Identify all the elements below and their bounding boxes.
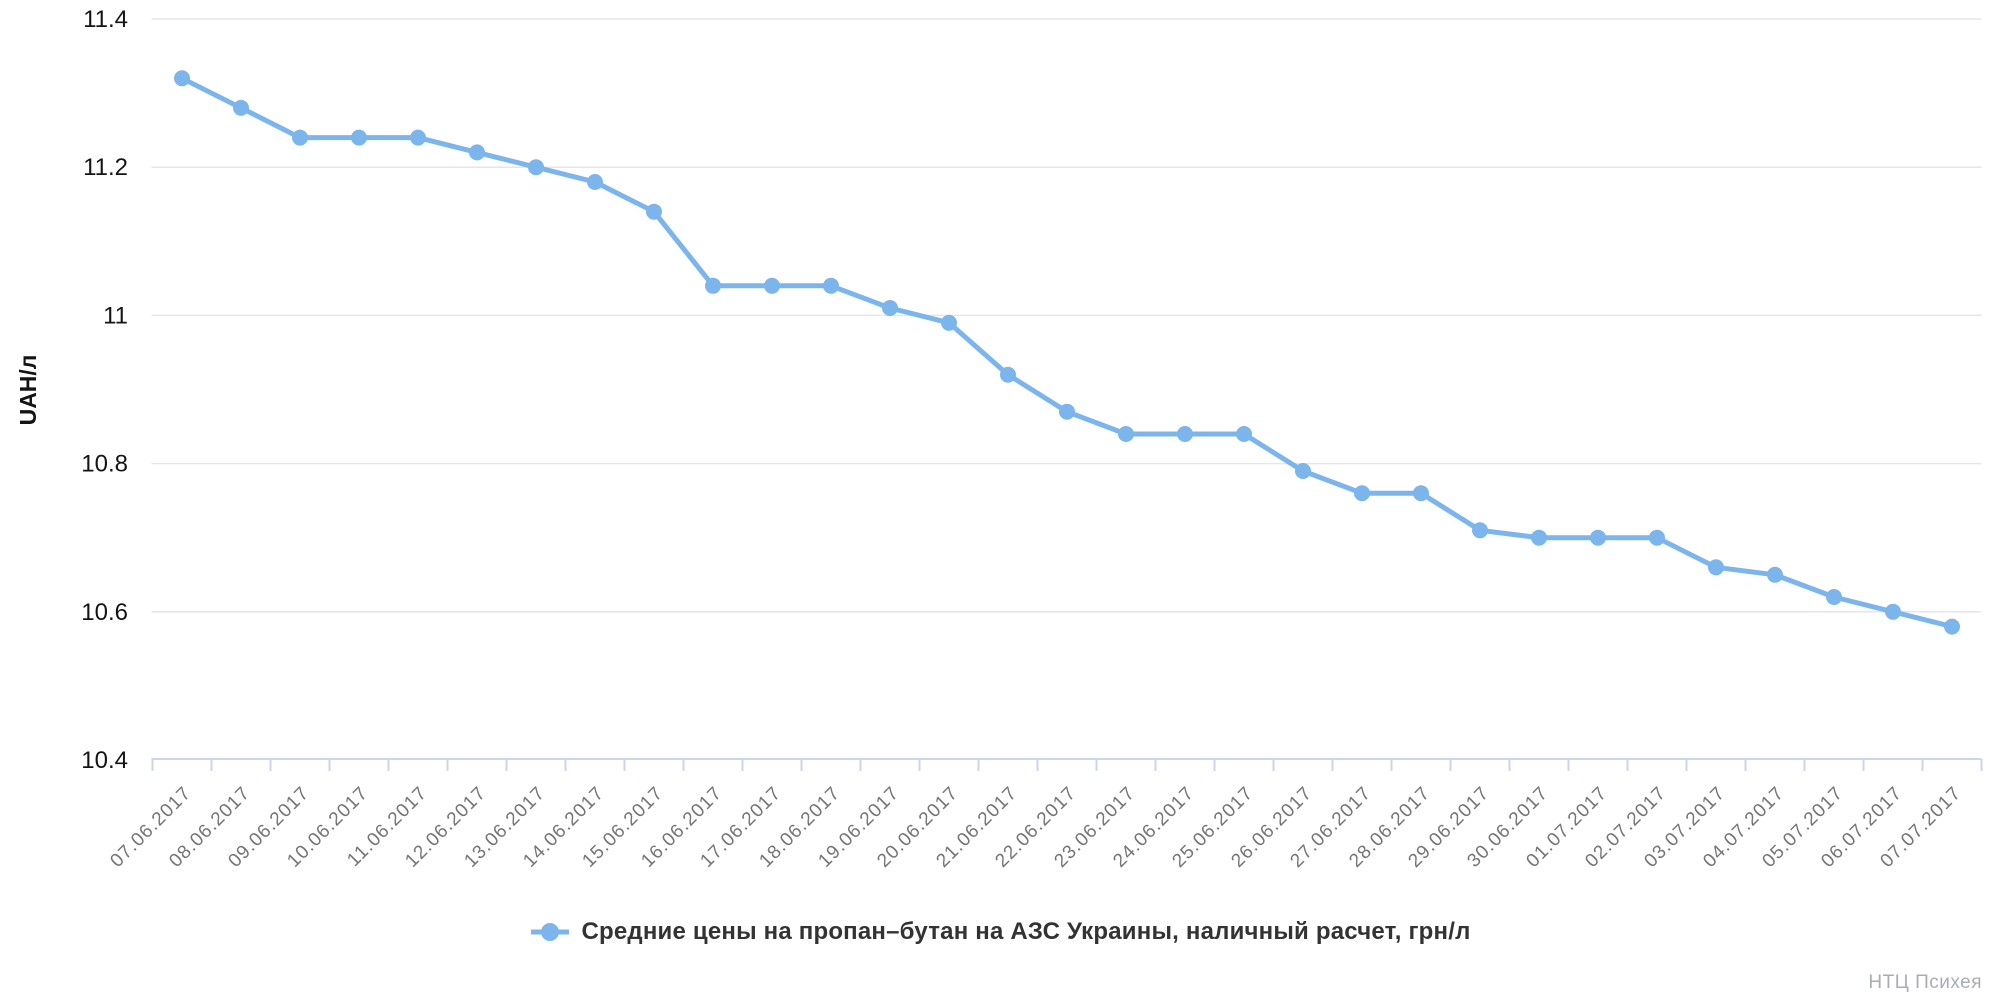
data-point[interactable] [823, 277, 839, 294]
data-point[interactable] [1826, 589, 1842, 605]
series-line [179, 75, 1955, 630]
data-point[interactable] [469, 144, 485, 161]
y-axis-tick-label: 11 [103, 302, 128, 329]
data-point[interactable] [1531, 529, 1547, 546]
legend-series-marker-icon[interactable] [529, 921, 571, 943]
data-point[interactable] [1590, 529, 1606, 546]
data-point[interactable] [233, 99, 249, 116]
legend-label[interactable]: Средние цены на пропан–бутан на АЗС Укра… [581, 918, 1471, 945]
legend-dot-icon [541, 923, 560, 941]
data-point[interactable] [1649, 529, 1665, 546]
data-point[interactable] [410, 129, 426, 146]
data-point[interactable] [1118, 426, 1134, 442]
data-point[interactable] [1354, 485, 1370, 502]
legend: Средние цены на пропан–бутан на АЗС Укра… [0, 918, 2000, 946]
data-point[interactable] [1885, 603, 1901, 620]
data-point[interactable] [351, 129, 367, 146]
data-point[interactable] [174, 70, 190, 87]
y-axis-tick-label: 10.6 [81, 599, 128, 626]
data-point[interactable] [1059, 403, 1075, 420]
data-point[interactable] [1767, 566, 1783, 583]
data-point[interactable] [882, 300, 898, 316]
y-axis-tick-label: 11.2 [83, 154, 128, 181]
data-point[interactable] [1708, 559, 1724, 576]
y-axis-tick-label: 11.4 [83, 6, 128, 33]
y-axis-title: UAH/л [15, 355, 41, 426]
data-point[interactable] [1295, 463, 1311, 479]
y-axis-tick-label: 10.4 [81, 747, 128, 774]
data-point[interactable] [1177, 426, 1193, 442]
data-point[interactable] [705, 277, 721, 294]
data-point[interactable] [292, 129, 308, 146]
data-point[interactable] [1413, 485, 1429, 502]
data-point[interactable] [587, 174, 603, 190]
data-point[interactable] [646, 203, 662, 220]
y-axis-tick-label: 10.8 [81, 451, 128, 478]
data-point[interactable] [764, 277, 780, 294]
data-point[interactable] [528, 159, 544, 176]
data-point[interactable] [1236, 426, 1252, 442]
data-point[interactable] [941, 314, 957, 331]
watermark: НТЦ Психея [1868, 972, 1982, 993]
data-point[interactable] [1000, 366, 1016, 383]
data-point[interactable] [1472, 522, 1488, 539]
data-point[interactable] [1944, 618, 1960, 635]
